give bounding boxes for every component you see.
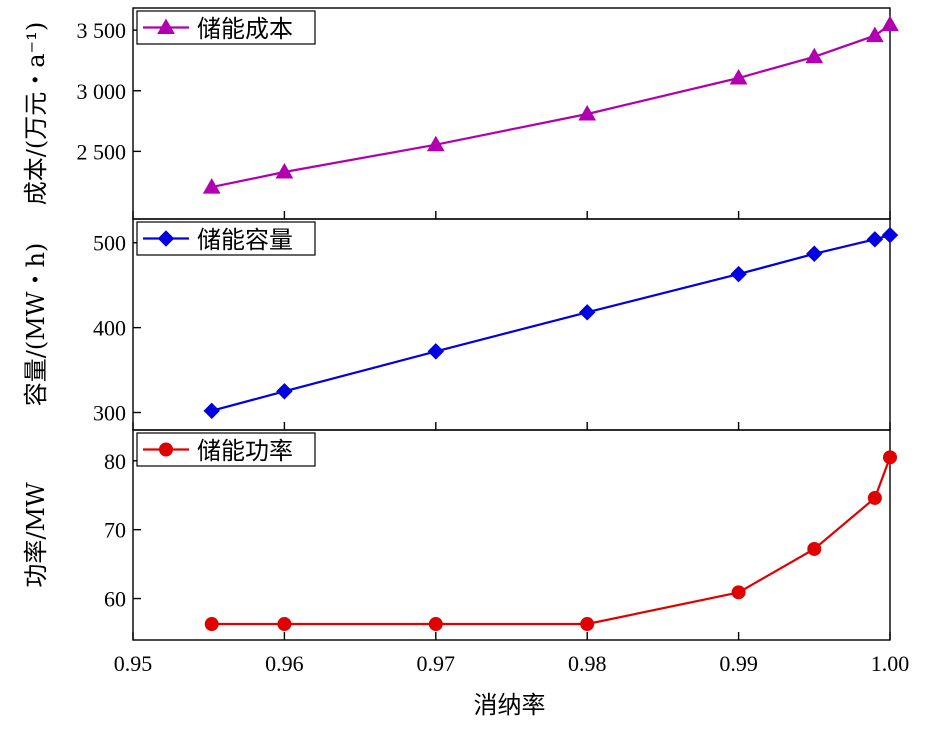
panel-frame-3 xyxy=(132,429,891,641)
data-point-1-8 xyxy=(881,15,899,32)
data-point-1-6 xyxy=(805,47,824,64)
x-tick-label-6: 1.00 xyxy=(871,651,910,676)
data-point-3-3 xyxy=(428,617,443,632)
x-tick-label-5: 0.99 xyxy=(719,651,758,676)
data-point-3-8 xyxy=(883,450,897,465)
y-axis-title-3: 功率/MW xyxy=(22,482,50,588)
data-point-3-2 xyxy=(277,617,292,632)
y-tick-label-3-1: 60 xyxy=(104,587,126,612)
data-point-2-3 xyxy=(427,343,445,360)
data-point-1-3 xyxy=(426,135,445,152)
data-point-2-8 xyxy=(881,226,899,244)
data-point-3-1 xyxy=(204,617,219,632)
x-tick-label-2: 0.96 xyxy=(265,651,304,676)
y-axis-title-1: 成本/(万元・a⁻¹) xyxy=(22,22,50,205)
data-point-3-6 xyxy=(807,541,822,556)
data-point-2-5 xyxy=(730,265,747,283)
y-tick-label-1-3: 3 500 xyxy=(77,18,127,43)
data-point-1-1 xyxy=(202,178,221,194)
x-tick-label-1: 0.95 xyxy=(114,651,153,676)
y-tick-label-1-1: 2 500 xyxy=(77,139,127,164)
x-tick-label-4: 0.98 xyxy=(568,651,607,676)
data-point-2-4 xyxy=(578,304,596,321)
series-line-3 xyxy=(211,456,892,626)
data-point-2-6 xyxy=(806,245,823,262)
legend-marker-3 xyxy=(159,442,173,457)
legend-label-2: 储能容量 xyxy=(197,226,293,254)
data-point-3-5 xyxy=(731,585,746,600)
y-tick-label-3-2: 70 xyxy=(104,518,126,543)
y-tick-label-2-3: 500 xyxy=(93,231,126,256)
legend-label-3: 储能功率 xyxy=(197,437,293,465)
legend-marker-2 xyxy=(157,230,175,247)
data-point-3-7 xyxy=(867,490,882,505)
x-axis-title: 消纳率 xyxy=(474,691,546,719)
data-point-2-1 xyxy=(203,402,220,420)
series-line-1 xyxy=(211,23,891,189)
data-point-2-2 xyxy=(276,383,293,400)
y-tick-label-2-2: 400 xyxy=(93,316,126,341)
data-point-3-4 xyxy=(580,617,595,632)
legend-marker-1 xyxy=(157,18,175,34)
data-point-1-4 xyxy=(578,105,597,121)
y-axis-title-2: 容量/(MW・h) xyxy=(22,243,50,407)
x-tick-label-3: 0.97 xyxy=(417,651,456,676)
data-point-1-7 xyxy=(865,26,884,43)
legend-label-1: 储能成本 xyxy=(197,15,293,43)
data-point-1-2 xyxy=(275,162,294,179)
y-tick-label-1-2: 3 000 xyxy=(77,79,127,104)
y-tick-label-3-3: 80 xyxy=(104,449,126,474)
y-tick-label-2-1: 300 xyxy=(93,401,126,426)
series-line-2 xyxy=(211,234,891,412)
data-point-2-7 xyxy=(866,231,884,248)
data-point-1-5 xyxy=(729,69,748,85)
